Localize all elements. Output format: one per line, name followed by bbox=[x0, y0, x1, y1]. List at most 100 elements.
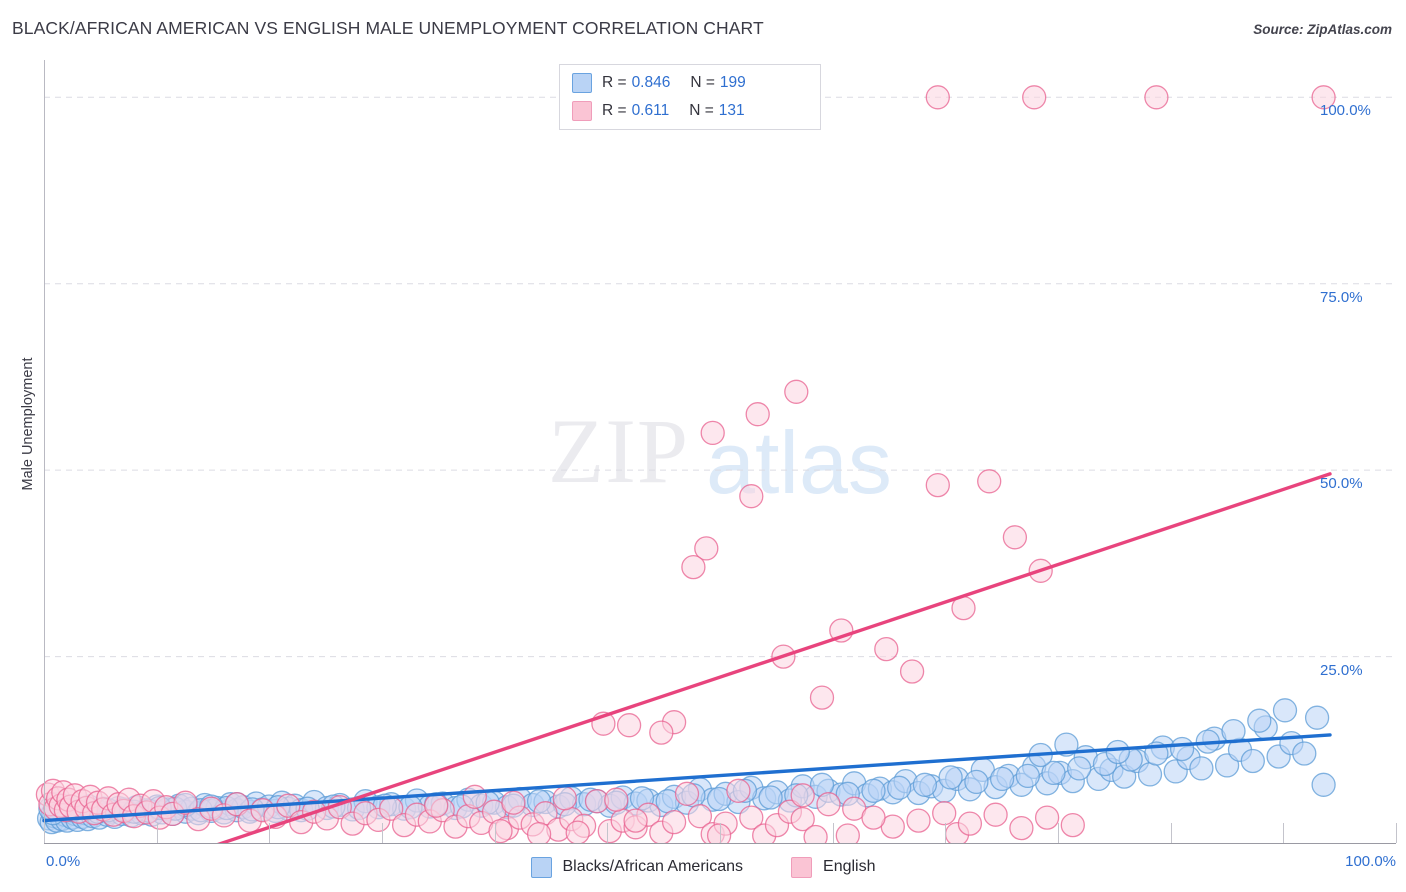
scatter-point bbox=[861, 805, 886, 830]
series-legend-item-english[interactable]: English bbox=[791, 856, 876, 878]
scatter-point bbox=[816, 792, 841, 817]
x-axis-tick bbox=[269, 823, 271, 843]
scatter-point bbox=[1060, 812, 1085, 838]
scatter-point bbox=[784, 379, 809, 404]
x-axis-tick bbox=[1170, 823, 1172, 843]
trendline-blacks bbox=[42, 733, 1332, 823]
scatter-point bbox=[925, 472, 950, 498]
scatter-point bbox=[1067, 756, 1092, 781]
scatter-point bbox=[687, 804, 713, 829]
scatter-point bbox=[1272, 698, 1298, 723]
n-label-pink: N = bbox=[689, 102, 714, 119]
r-label-blue: R = bbox=[602, 74, 627, 91]
series-label-english: English bbox=[823, 858, 876, 875]
x-axis-tick-label-max: 100.0% bbox=[1345, 853, 1396, 870]
scatter-point bbox=[700, 420, 725, 446]
scatter-point bbox=[1311, 85, 1336, 110]
scatter-point bbox=[989, 766, 1015, 792]
scatter-point bbox=[1292, 741, 1317, 766]
scatter-point bbox=[224, 792, 250, 817]
scatter-point bbox=[964, 769, 989, 795]
scatter-point bbox=[861, 778, 886, 803]
stats-legend-row-blue: R = 0.846 N = 199 bbox=[572, 70, 808, 96]
scatter-point bbox=[745, 402, 770, 427]
scatter-point bbox=[674, 781, 700, 806]
y-axis-line bbox=[44, 60, 45, 843]
scatter-point bbox=[173, 790, 198, 815]
scatter-point bbox=[758, 785, 783, 810]
x-axis-tick bbox=[832, 823, 834, 843]
scatter-point bbox=[983, 802, 1008, 827]
scatter-point bbox=[1169, 736, 1195, 762]
scatter-point bbox=[565, 820, 590, 845]
scatter-point bbox=[739, 484, 764, 509]
scatter-point bbox=[912, 772, 938, 797]
scatter-point bbox=[1137, 762, 1163, 787]
x-axis-tick bbox=[156, 823, 158, 843]
scatter-point bbox=[649, 720, 674, 745]
scatter-point bbox=[1189, 756, 1214, 781]
scatter-point bbox=[1311, 772, 1336, 797]
scatter-point bbox=[938, 765, 963, 790]
scatter-point bbox=[790, 783, 815, 808]
x-axis-tick-label-min: 0.0% bbox=[46, 853, 81, 870]
x-axis-tick bbox=[1396, 823, 1397, 843]
scatter-point bbox=[1022, 85, 1047, 110]
series-label-blacks: Blacks/African Americans bbox=[562, 858, 744, 875]
scatter-point bbox=[726, 778, 751, 803]
scatter-point bbox=[977, 469, 1002, 494]
scatter-point bbox=[1041, 760, 1066, 786]
scatter-point bbox=[501, 790, 526, 815]
y-axis-tick-label: 25.0% bbox=[1320, 661, 1363, 679]
scatter-point bbox=[1240, 748, 1265, 774]
scatter-point bbox=[1247, 708, 1272, 733]
trendline-english bbox=[209, 472, 1332, 849]
stats-legend-row-pink: R = 0.611 N = 131 bbox=[572, 98, 808, 124]
scatter-point bbox=[1105, 739, 1130, 765]
scatter-point bbox=[932, 801, 957, 826]
scatter-point bbox=[1034, 805, 1060, 830]
scatter-point bbox=[887, 775, 912, 800]
scatter-point bbox=[790, 806, 815, 832]
scatter-point bbox=[739, 805, 764, 830]
legend-swatch-pink bbox=[572, 101, 592, 121]
x-axis-tick bbox=[607, 823, 609, 843]
scatter-point bbox=[604, 787, 629, 812]
axis-clip bbox=[0, 844, 1406, 854]
y-axis-tick-label: 100.0% bbox=[1320, 102, 1371, 120]
x-axis-tick bbox=[720, 823, 721, 843]
x-axis-tick bbox=[945, 823, 947, 843]
scatter-point bbox=[424, 793, 449, 818]
scatter-point bbox=[809, 685, 835, 710]
x-axis-tick bbox=[1058, 823, 1059, 843]
n-value-blue: 199 bbox=[719, 74, 746, 91]
scatter-point bbox=[1015, 763, 1040, 789]
scatter-point bbox=[661, 809, 687, 835]
scatter-point bbox=[1002, 525, 1028, 550]
r-value-pink: 0.611 bbox=[631, 102, 670, 119]
n-value-pink: 131 bbox=[718, 102, 745, 119]
x-axis-tick bbox=[1283, 823, 1285, 843]
y-axis-tick-label: 75.0% bbox=[1320, 288, 1363, 306]
scatter-point bbox=[1144, 85, 1169, 110]
scatter-point bbox=[1009, 815, 1034, 841]
x-axis-tick bbox=[44, 823, 45, 843]
r-label-pink: R = bbox=[602, 102, 627, 119]
scatter-point bbox=[874, 636, 899, 662]
scatter-point bbox=[462, 784, 487, 809]
series-legend-item-blacks[interactable]: Blacks/African Americans bbox=[530, 856, 744, 878]
stats-legend: R = 0.846 N = 199 R = 0.611 N = 131 bbox=[559, 64, 821, 130]
legend-swatch-blue bbox=[572, 73, 592, 93]
series-english bbox=[35, 85, 1336, 850]
n-label-blue: N = bbox=[690, 74, 715, 91]
scatter-point bbox=[623, 808, 648, 833]
scatter-point bbox=[694, 536, 719, 561]
r-value-blue: 0.846 bbox=[631, 74, 671, 91]
scatter-point bbox=[1304, 705, 1330, 730]
x-axis-tick bbox=[494, 823, 496, 843]
scatter-point bbox=[1054, 732, 1079, 757]
series-swatch-blue bbox=[530, 856, 552, 878]
scatter-point bbox=[681, 554, 706, 580]
